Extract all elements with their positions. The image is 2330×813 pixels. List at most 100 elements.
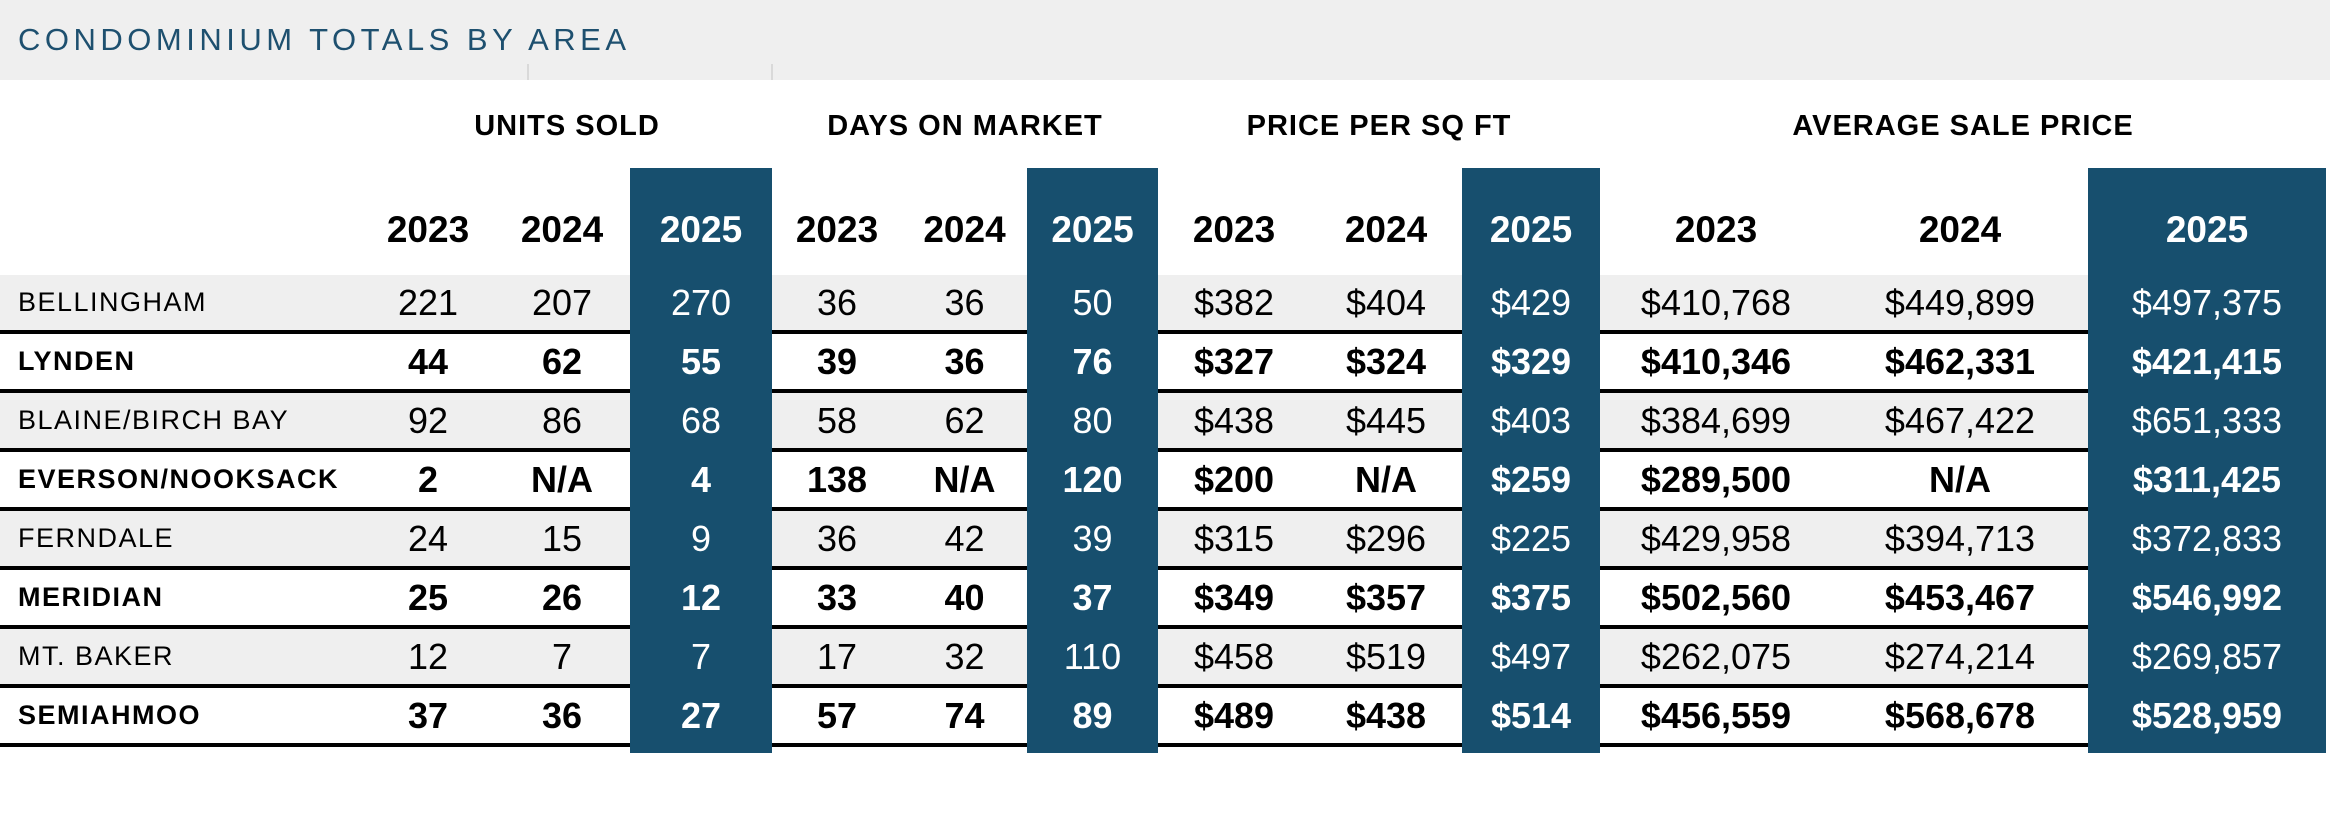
value-units_sold-2024: 15	[494, 511, 630, 570]
value-units_sold-2025: 270	[630, 275, 772, 334]
value-units_sold-2024: 26	[494, 570, 630, 629]
value-average_sale_price-2023: $502,560	[1600, 570, 1832, 629]
value-average_sale_price-2023: $262,075	[1600, 629, 1832, 688]
value-units_sold-2024: N/A	[494, 452, 630, 511]
value-days_on_market-2023: 138	[772, 452, 902, 511]
value-average_sale_price-2023: $410,768	[1600, 275, 1832, 334]
value-price_per_sq_ft-2023: $349	[1158, 570, 1310, 629]
value-days_on_market-2024: 74	[902, 688, 1027, 747]
year-header-units_sold-2025: 2025	[630, 157, 772, 275]
value-price_per_sq_ft-2024: $296	[1310, 511, 1462, 570]
value-average_sale_price-2025: $421,415	[2088, 334, 2326, 393]
group-header-units_sold: UNITS SOLD	[362, 95, 772, 157]
row-label-area: BELLINGHAM	[0, 275, 362, 334]
value-price_per_sq_ft-2024: N/A	[1310, 452, 1462, 511]
value-days_on_market-2025: 120	[1027, 452, 1158, 511]
row-label-area: MERIDIAN	[0, 570, 362, 629]
value-price_per_sq_ft-2025: $225	[1462, 511, 1600, 570]
value-average_sale_price-2024: $449,899	[1832, 275, 2088, 334]
year-header-average_sale_price-2025: 2025	[2088, 157, 2326, 275]
value-units_sold-2023: 92	[362, 393, 494, 452]
value-average_sale_price-2023: $456,559	[1600, 688, 1832, 747]
year-header-days_on_market-2025: 2025	[1027, 157, 1158, 275]
value-days_on_market-2024: 36	[902, 334, 1027, 393]
year-header-days_on_market-2023: 2023	[772, 157, 902, 275]
value-units_sold-2025: 27	[630, 688, 772, 747]
row-label-area: BLAINE/BIRCH BAY	[0, 393, 362, 452]
title-band: CONDOMINIUM TOTALS BY AREA	[0, 0, 2330, 80]
group-header-average_sale_price: AVERAGE SALE PRICE	[1600, 95, 2326, 157]
value-average_sale_price-2025: $497,375	[2088, 275, 2326, 334]
tail-spacer	[1832, 747, 2088, 753]
year-row-spacer	[0, 157, 362, 275]
value-price_per_sq_ft-2023: $315	[1158, 511, 1310, 570]
value-days_on_market-2023: 36	[772, 511, 902, 570]
value-price_per_sq_ft-2024: $324	[1310, 334, 1462, 393]
value-price_per_sq_ft-2025: $514	[1462, 688, 1600, 747]
value-average_sale_price-2024: $274,214	[1832, 629, 2088, 688]
value-days_on_market-2023: 36	[772, 275, 902, 334]
value-price_per_sq_ft-2023: $438	[1158, 393, 1310, 452]
row-label-area: SEMIAHMOO	[0, 688, 362, 747]
value-price_per_sq_ft-2025: $497	[1462, 629, 1600, 688]
value-days_on_market-2024: 62	[902, 393, 1027, 452]
value-price_per_sq_ft-2025: $375	[1462, 570, 1600, 629]
value-price_per_sq_ft-2025: $259	[1462, 452, 1600, 511]
value-days_on_market-2024: 36	[902, 275, 1027, 334]
value-price_per_sq_ft-2024: $357	[1310, 570, 1462, 629]
value-days_on_market-2024: 40	[902, 570, 1027, 629]
tail-spacer	[0, 747, 362, 753]
value-average_sale_price-2025: $651,333	[2088, 393, 2326, 452]
value-units_sold-2025: 7	[630, 629, 772, 688]
year-header-price_per_sq_ft-2023: 2023	[1158, 157, 1310, 275]
row-label-area: MT. BAKER	[0, 629, 362, 688]
value-units_sold-2024: 86	[494, 393, 630, 452]
value-price_per_sq_ft-2023: $327	[1158, 334, 1310, 393]
value-units_sold-2023: 44	[362, 334, 494, 393]
value-days_on_market-2025: 110	[1027, 629, 1158, 688]
row-label-area: LYNDEN	[0, 334, 362, 393]
tail-spacer	[772, 747, 902, 753]
value-average_sale_price-2024: $453,467	[1832, 570, 2088, 629]
value-units_sold-2023: 24	[362, 511, 494, 570]
value-average_sale_price-2024: $467,422	[1832, 393, 2088, 452]
value-average_sale_price-2023: $429,958	[1600, 511, 1832, 570]
column-guide-tick	[771, 64, 773, 80]
value-days_on_market-2025: 50	[1027, 275, 1158, 334]
value-units_sold-2025: 55	[630, 334, 772, 393]
condo-totals-table: UNITS SOLD DAYS ON MARKET PRICE PER SQ FT A…	[0, 95, 2326, 753]
value-units_sold-2025: 4	[630, 452, 772, 511]
year-header-units_sold-2023: 2023	[362, 157, 494, 275]
value-units_sold-2024: 62	[494, 334, 630, 393]
value-days_on_market-2025: 39	[1027, 511, 1158, 570]
value-average_sale_price-2024: $568,678	[1832, 688, 2088, 747]
tail-spacer	[494, 747, 630, 753]
page-title: CONDOMINIUM TOTALS BY AREA	[18, 22, 631, 57]
value-price_per_sq_ft-2023: $458	[1158, 629, 1310, 688]
tail-spacer	[362, 747, 494, 753]
value-price_per_sq_ft-2025: $429	[1462, 275, 1600, 334]
tail-spacer	[1310, 747, 1462, 753]
value-days_on_market-2023: 57	[772, 688, 902, 747]
year-header-units_sold-2024: 2024	[494, 157, 630, 275]
value-units_sold-2025: 12	[630, 570, 772, 629]
highlight-column-tail	[1462, 747, 1600, 753]
value-days_on_market-2023: 17	[772, 629, 902, 688]
value-units_sold-2023: 2	[362, 452, 494, 511]
value-days_on_market-2023: 58	[772, 393, 902, 452]
column-guide-tick	[527, 64, 529, 80]
value-average_sale_price-2025: $372,833	[2088, 511, 2326, 570]
value-price_per_sq_ft-2024: $445	[1310, 393, 1462, 452]
value-average_sale_price-2025: $528,959	[2088, 688, 2326, 747]
value-days_on_market-2024: 32	[902, 629, 1027, 688]
value-days_on_market-2023: 39	[772, 334, 902, 393]
highlight-column-tail	[1027, 747, 1158, 753]
value-days_on_market-2025: 89	[1027, 688, 1158, 747]
value-price_per_sq_ft-2025: $329	[1462, 334, 1600, 393]
year-header-days_on_market-2024: 2024	[902, 157, 1027, 275]
value-average_sale_price-2025: $546,992	[2088, 570, 2326, 629]
group-header-days_on_market: DAYS ON MARKET	[772, 95, 1158, 157]
value-average_sale_price-2025: $269,857	[2088, 629, 2326, 688]
value-average_sale_price-2025: $311,425	[2088, 452, 2326, 511]
year-header-average_sale_price-2023: 2023	[1600, 157, 1832, 275]
